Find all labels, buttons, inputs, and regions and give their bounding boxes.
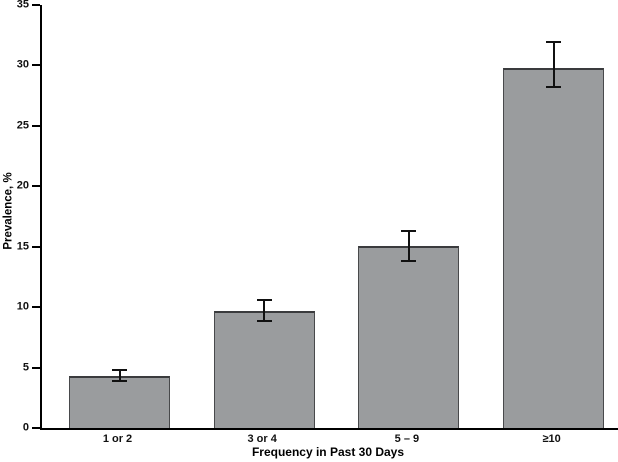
error-bar-stem	[552, 43, 555, 87]
x-tick-label: 1 or 2	[102, 433, 133, 445]
y-tick-mark	[32, 124, 40, 127]
y-tick-mark	[32, 306, 40, 309]
y-axis-title: Prevalence, %	[2, 172, 15, 250]
y-tick-label: 15	[16, 240, 29, 253]
x-tick-label: 5 – 9	[394, 433, 420, 445]
y-tick-label: 35	[16, 0, 29, 11]
y-tick-mark	[32, 185, 40, 188]
error-bar	[112, 368, 127, 383]
y-tick-label: 20	[16, 179, 29, 192]
x-axis-title: Frequency in Past 30 Days	[251, 445, 405, 459]
error-bar	[546, 41, 562, 89]
plot-area: 0 5 10 15 20 25 30 35	[17, 0, 618, 433]
x-tick-label: 3 or 4	[247, 433, 277, 445]
bar	[358, 245, 460, 428]
bar	[503, 67, 605, 428]
error-bar	[256, 298, 272, 322]
y-tick-mark	[32, 64, 40, 67]
bar	[69, 376, 170, 428]
y-tick-label: 0	[22, 421, 29, 434]
error-bar-stem	[263, 300, 266, 320]
error-bar-stem	[118, 370, 121, 381]
y-tick-mark	[32, 4, 40, 6]
y-tick-mark	[32, 427, 40, 429]
y-tick-mark	[32, 366, 40, 369]
y-tick-label: 25	[16, 119, 29, 132]
error-bar-stem	[407, 231, 410, 261]
error-bar	[401, 229, 417, 263]
y-tick-label: 5	[22, 361, 29, 374]
y-tick-mark	[32, 245, 40, 248]
bar	[213, 310, 315, 428]
y-tick-label: 30	[16, 58, 29, 71]
x-tick-label: ≥10	[542, 433, 561, 445]
y-tick-label: 10	[16, 300, 29, 313]
